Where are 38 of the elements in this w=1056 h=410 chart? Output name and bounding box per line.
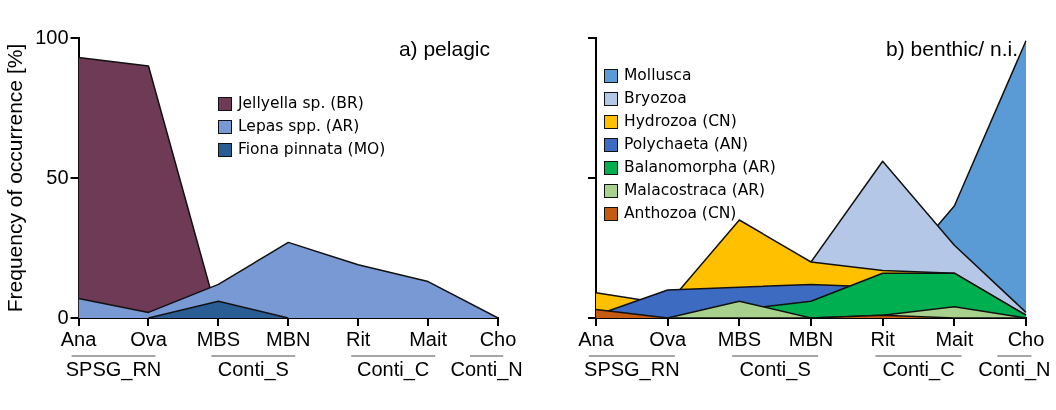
text: Conti_C: [882, 357, 955, 381]
legend-label: Bryozoa: [624, 88, 687, 109]
legend-label: Polychaeta (AN): [624, 134, 748, 155]
legend-label: Balanomorpha (AR): [624, 157, 776, 178]
legend-label: Fiona pinnata (MO): [238, 139, 386, 160]
y-tick-label: 0: [57, 305, 69, 328]
text: Conti_C: [357, 357, 430, 381]
x-tick-label: Ova: [130, 327, 168, 350]
chart-title: b) benthic/ n.i.: [886, 37, 1018, 61]
y-tick-label: 100: [35, 25, 69, 48]
legend-label: Jellyella sp. (BR): [238, 93, 364, 114]
x-tick-label: MBS: [196, 327, 241, 350]
x-tick-label: MBN: [266, 327, 311, 350]
text: Conti_N: [978, 357, 1051, 381]
x-tick-label: MBN: [788, 327, 834, 350]
text: SPSG_RN: [584, 357, 680, 381]
text: Conti_S: [739, 357, 811, 381]
legend-label: Anthozoa (CN): [624, 203, 737, 224]
x-tick-label: Ana: [60, 327, 98, 350]
legend-label: Lepas spp. (AR): [238, 116, 360, 137]
legend-label: Mollusca: [624, 65, 692, 86]
y-axis-title: Frequency of occurrence [%]: [3, 43, 27, 313]
legend-label: Malacostraca (AR): [624, 180, 766, 201]
x-tick-label: Rit: [345, 327, 371, 350]
text: Conti_S: [217, 357, 289, 381]
x-tick-label: Mait: [409, 327, 448, 350]
x-tick-label: Rit: [870, 327, 896, 350]
legend-label: Hydrozoa (CN): [624, 111, 737, 132]
x-tick-label: Mait: [935, 327, 974, 350]
text: SPSG_RN: [65, 357, 162, 381]
x-tick-label: MBS: [717, 327, 762, 350]
x-tick-label: Ana: [578, 327, 615, 350]
text: Conti_N: [450, 357, 523, 381]
x-tick-label: Ova: [649, 327, 687, 350]
chart-title: a) pelagic: [398, 37, 490, 61]
y-tick-label: 50: [46, 165, 69, 188]
x-tick-label: Cho: [1007, 327, 1045, 350]
x-tick-label: Cho: [479, 327, 517, 350]
